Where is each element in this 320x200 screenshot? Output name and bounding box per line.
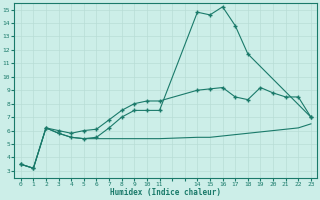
X-axis label: Humidex (Indice chaleur): Humidex (Indice chaleur) [110,188,221,197]
